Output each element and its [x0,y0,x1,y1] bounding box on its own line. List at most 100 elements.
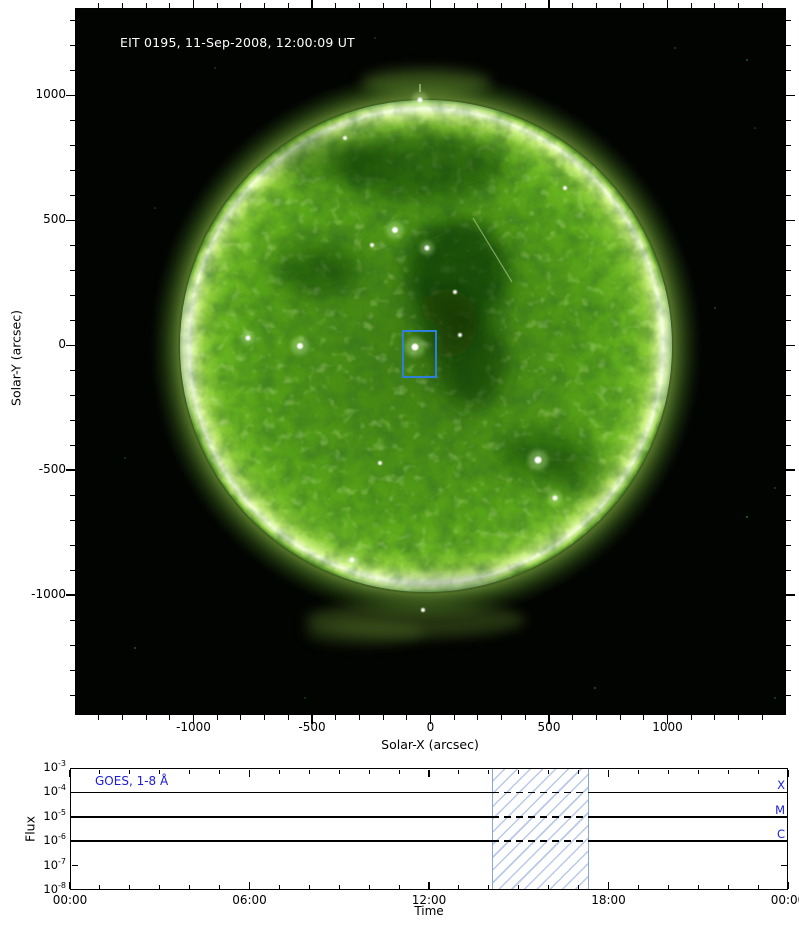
main-x-tick [501,715,503,720]
main-x-tick [429,0,432,8]
main-y-tick [786,519,791,521]
main-x-tick [169,715,171,720]
main-y-tick [786,94,795,97]
main-y-tick [786,694,791,696]
main-y-tick [786,344,795,346]
main-y-tick [786,669,791,671]
goes-flux-label: 10-7 [43,856,66,872]
main-x-tick [619,715,621,720]
main-y-tick-label: 500 [43,212,66,227]
main-y-tick [786,19,791,21]
main-y-tick [786,144,791,146]
main-y-tick [66,594,75,596]
main-x-tick [714,715,716,720]
main-y-tick [786,569,791,571]
main-x-tick [477,715,479,720]
goes-time-label: 00:00 [52,893,88,907]
main-x-tick [264,715,266,720]
main-y-tick [786,444,791,446]
main-x-tick-label: 500 [537,720,561,734]
main-x-tick [524,715,526,720]
goes-time-label: 18:00 [591,893,626,907]
goes-series-label: GOES, 1-8 Å [95,774,169,788]
streak-artifact [472,217,513,283]
main-x-tick [595,715,597,720]
main-y-tick [786,219,795,222]
main-x-tick [98,715,100,720]
main-x-axis-title: Solar-X (arcsec) [381,737,479,752]
main-x-tick [572,715,574,720]
main-x-tick-label: -1000 [176,720,211,734]
main-y-tick [786,619,791,621]
main-y-tick [786,369,791,371]
main-x-tick [406,715,408,720]
main-x-tick [358,715,360,720]
main-y-tick [786,169,791,171]
main-x-tick [192,0,195,8]
main-x-tick [643,715,645,720]
main-y-tick [66,94,75,97]
main-y-tick [786,594,795,596]
goes-time-label: 00:00 [770,893,799,907]
main-x-tick [121,715,123,720]
main-x-tick [145,715,147,720]
main-y-tick [786,44,791,46]
main-y-tick [66,344,75,346]
main-y-tick [786,469,795,471]
coronal-holes [270,132,602,592]
sun-eit-image [76,9,785,714]
main-x-tick [738,715,740,720]
main-x-tick [761,715,763,720]
main-x-tick [666,0,669,8]
goes-flux-label: 10-3 [43,759,66,774]
goes-flux-label: 10-4 [43,783,66,799]
main-x-tick [690,715,692,720]
goes-time-label: 06:00 [232,893,267,907]
main-y-tick-label: -500 [38,462,66,477]
main-y-tick [786,419,791,421]
main-x-tick [429,715,432,724]
bright-points [241,84,567,612]
eit-image-canvas: EIT 0195, 11-Sep-2008, 12:00:09 UT [75,8,786,715]
noise-speckles [124,37,776,699]
fov-rectangle [402,330,437,378]
main-x-tick [216,715,218,720]
main-x-tick-label: 1000 [652,720,683,734]
main-y-tick [786,194,791,196]
main-x-tick [548,715,550,724]
main-x-tick-label: -500 [298,720,326,734]
main-x-tick [311,715,313,724]
main-y-tick-label: 0 [58,337,66,352]
main-x-tick [382,715,384,720]
main-x-tick [240,715,242,720]
main-y-tick [786,544,791,546]
main-x-tick-label: 0 [426,720,435,734]
main-y-tick [786,644,791,646]
main-y-tick [786,494,791,496]
main-x-tick [335,715,337,720]
goes-y-axis-title: Flux [22,816,38,842]
main-y-tick [786,244,791,246]
main-x-tick [453,715,455,720]
goes-plot-area [70,768,788,890]
disk-texture [180,100,672,592]
image-title-overlay: EIT 0195, 11-Sep-2008, 12:00:09 UT [120,35,355,50]
main-x-tick [666,715,669,724]
main-y-tick [786,69,791,71]
main-y-tick [786,294,791,296]
main-y-tick [786,119,791,121]
main-x-tick [311,0,313,8]
main-y-tick [786,319,791,321]
main-y-tick [66,219,75,222]
goes-x-axis-title: Time [414,904,444,918]
main-y-axis-title: Solar-Y (arcsec) [8,310,24,406]
main-y-tick [66,469,75,471]
main-y-tick [786,269,791,271]
main-x-tick [287,715,289,720]
main-y-tick-label: 1000 [35,87,66,102]
goes-flux-label: 10-8 [43,881,66,896]
main-y-tick-label: -1000 [31,587,66,602]
main-x-tick [192,715,195,724]
main-x-tick [548,0,550,8]
